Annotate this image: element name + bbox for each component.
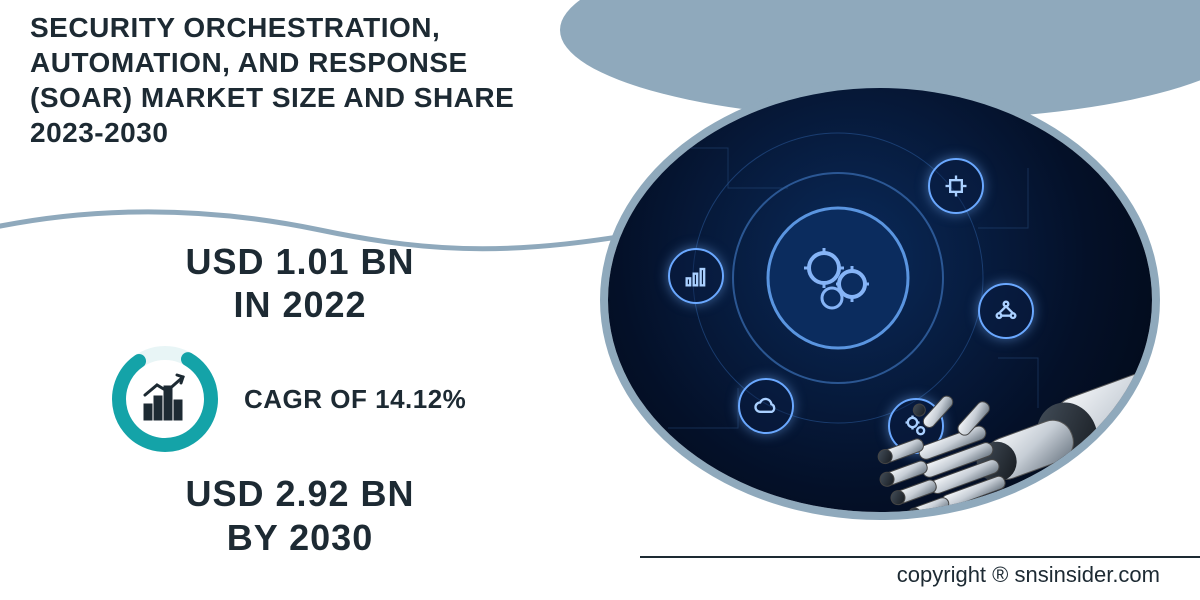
cloud-icon bbox=[738, 378, 794, 434]
chip-icon bbox=[928, 158, 984, 214]
title-line: AUTOMATION, AND RESPONSE bbox=[30, 47, 468, 78]
title-block: SECURITY ORCHESTRATION, AUTOMATION, AND … bbox=[30, 10, 570, 150]
title-line: 2023-2030 bbox=[30, 117, 168, 148]
footer-divider bbox=[640, 556, 1200, 558]
title-line: SECURITY ORCHESTRATION, bbox=[30, 12, 440, 43]
cagr-row: CAGR OF 14.12% bbox=[110, 344, 550, 454]
market-end-year: BY 2030 bbox=[50, 516, 550, 559]
robot-hand-icon bbox=[862, 222, 1152, 512]
cagr-label: CAGR OF 14.12% bbox=[244, 384, 466, 415]
copyright-text: copyright ® snsinsider.com bbox=[897, 562, 1160, 588]
cagr-ring-icon bbox=[110, 344, 220, 454]
illustration-frame bbox=[600, 80, 1160, 520]
market-end-value: USD 2.92 BN bbox=[50, 472, 550, 515]
title-line: (SOAR) MARKET SIZE AND SHARE bbox=[30, 82, 514, 113]
stats-block: USD 1.01 BN IN 2022 CAGR OF 14.12% USD 2… bbox=[50, 240, 550, 559]
illustration-content bbox=[608, 88, 1152, 512]
market-start-year: IN 2022 bbox=[50, 283, 550, 326]
analytics-icon bbox=[668, 248, 724, 304]
market-start-value: USD 1.01 BN bbox=[50, 240, 550, 283]
page-title: SECURITY ORCHESTRATION, AUTOMATION, AND … bbox=[30, 10, 570, 150]
